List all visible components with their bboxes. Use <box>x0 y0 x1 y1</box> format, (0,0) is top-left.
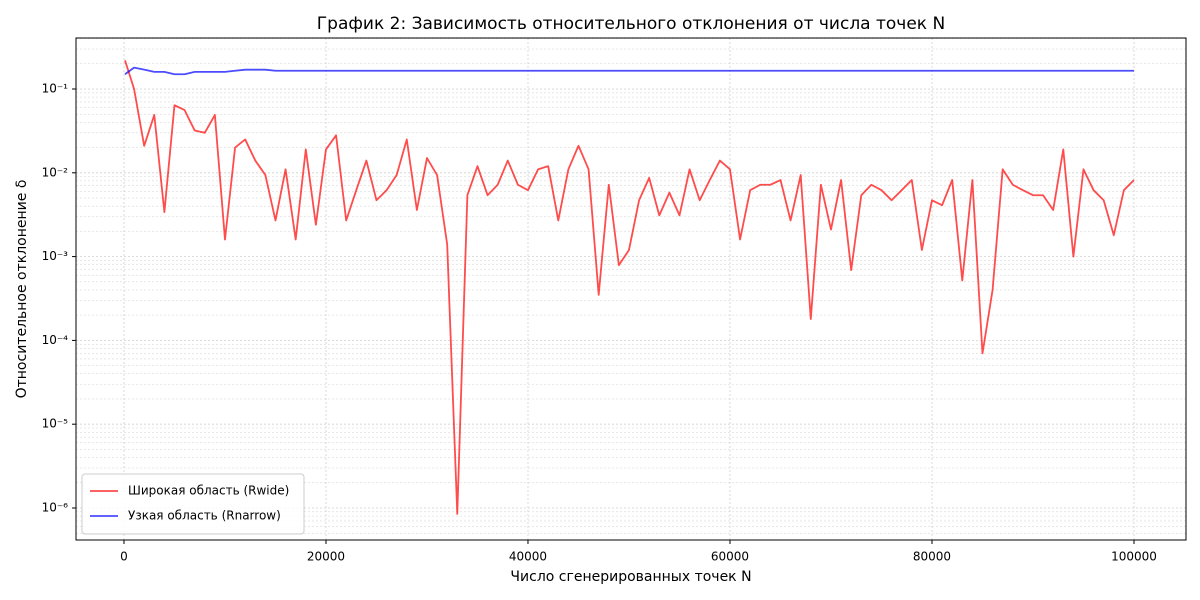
y-axis-label: Относительное отклонение δ <box>14 180 30 399</box>
x-tick-label: 60000 <box>711 550 749 564</box>
y-tick-label: 10⁻⁶ <box>42 500 69 514</box>
y-tick-label: 10⁻⁵ <box>42 417 69 431</box>
x-tick-label: 0 <box>120 550 128 564</box>
y-tick-label: 10⁻² <box>42 165 69 179</box>
legend-label: Широкая область (Rwide) <box>128 484 289 498</box>
legend-box <box>81 473 305 535</box>
x-tick-label: 20000 <box>307 550 345 564</box>
x-axis-label: Число сгенерированных точек N <box>510 569 751 585</box>
y-tick-label: 10⁻³ <box>42 249 69 263</box>
x-tick-label: 100000 <box>1111 550 1157 564</box>
chart-title: График 2: Зависимость относительного отк… <box>317 14 945 34</box>
legend: Широкая область (Rwide) Узкая область (Rn… <box>81 473 305 535</box>
legend-label: Узкая область (Rnarrow) <box>128 509 281 523</box>
x-tick-label: 40000 <box>509 550 547 564</box>
y-tick-label: 10⁻¹ <box>42 81 69 95</box>
plot-frame <box>75 37 1187 541</box>
y-tick-label: 10⁻⁴ <box>42 333 69 347</box>
x-tick-label: 80000 <box>913 550 951 564</box>
data-line <box>124 66 1134 76</box>
data-line <box>124 60 1135 515</box>
